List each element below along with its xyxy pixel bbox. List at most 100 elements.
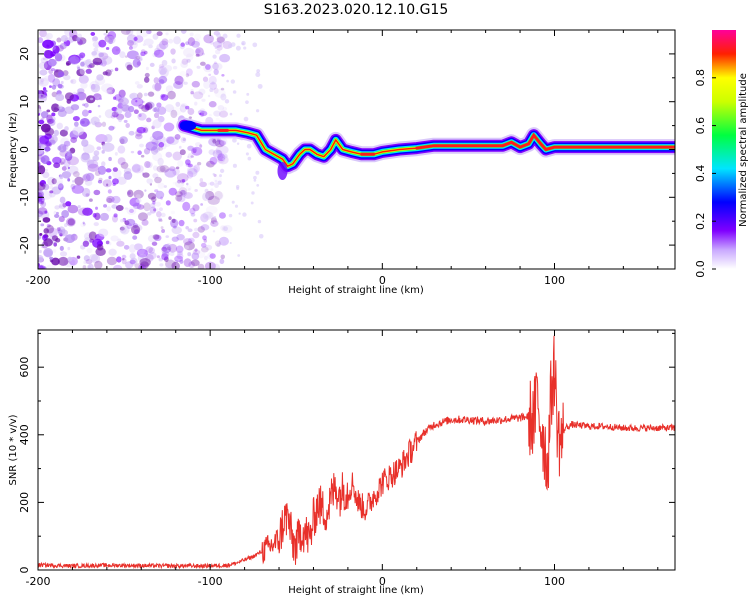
noise-speckle: [213, 216, 217, 219]
noise-speckle: [202, 192, 210, 202]
noise-speckle: [155, 201, 161, 207]
noise-speckle: [177, 250, 184, 256]
noise-speckle: [158, 142, 165, 148]
noise-speckle: [68, 54, 81, 65]
noise-speckle: [137, 112, 147, 121]
noise-speckle: [141, 219, 149, 226]
noise-speckle: [169, 251, 175, 256]
noise-speckle: [57, 109, 67, 117]
noise-speckle: [197, 109, 205, 115]
noise-speckle: [123, 171, 133, 180]
noise-speckle: [115, 48, 119, 52]
noise-speckle: [125, 122, 130, 128]
noise-speckle: [57, 83, 63, 89]
noise-speckle: [173, 36, 181, 45]
noise-speckle: [186, 59, 191, 63]
noise-speckle: [83, 260, 88, 265]
noise-speckle: [216, 44, 223, 51]
noise-speckle: [237, 254, 241, 257]
noise-speckle: [216, 191, 224, 199]
noise-speckle: [38, 77, 49, 87]
ridge-peak-segment: [415, 132, 675, 152]
noise-speckle: [187, 252, 192, 257]
spectrogram-noise: [38, 30, 264, 269]
noise-speckle: [191, 80, 200, 88]
noise-speckle: [59, 43, 67, 50]
noise-speckle: [232, 90, 237, 94]
noise-speckle: [156, 43, 166, 52]
noise-speckle: [186, 182, 189, 186]
noise-speckle: [213, 110, 221, 117]
noise-speckle: [49, 85, 52, 88]
noise-speckle: [50, 68, 55, 71]
noise-speckle: [163, 185, 167, 188]
noise-speckle: [195, 53, 200, 57]
noise-speckle: [98, 115, 102, 118]
noise-speckle: [86, 247, 93, 254]
noise-speckle: [70, 137, 78, 144]
noise-speckle: [160, 94, 169, 101]
noise-speckle: [104, 133, 113, 143]
noise-speckle: [57, 256, 69, 266]
noise-speckle: [86, 265, 92, 269]
noise-speckle: [246, 92, 250, 96]
noise-speckle: [53, 129, 59, 137]
noise-speckle: [165, 259, 176, 269]
noise-speckle: [152, 234, 160, 240]
noise-speckle: [88, 110, 92, 114]
noise-speckle: [130, 97, 144, 107]
noise-speckle: [153, 106, 160, 113]
noise-speckle: [158, 219, 163, 222]
noise-speckle: [246, 143, 252, 149]
noise-speckle: [39, 69, 48, 76]
noise-speckle: [113, 213, 118, 218]
noise-speckle: [229, 242, 232, 245]
noise-speckle: [134, 133, 143, 140]
noise-speckle: [217, 36, 226, 45]
noise-speckle: [40, 201, 47, 208]
noise-speckle: [179, 42, 186, 50]
noise-speckle: [241, 40, 246, 46]
noise-speckle: [52, 249, 57, 253]
noise-speckle: [165, 264, 173, 269]
noise-speckle: [188, 187, 191, 191]
spectrogram-y-tick-label: 10: [18, 95, 31, 109]
spectrogram-x-tick-label: -200: [26, 274, 51, 287]
noise-speckle: [128, 244, 136, 253]
noise-speckle: [92, 213, 97, 218]
noise-speckle: [133, 243, 143, 251]
noise-speckle: [54, 205, 60, 210]
noise-speckle: [103, 204, 108, 208]
noise-speckle: [144, 161, 151, 169]
noise-speckle: [92, 36, 99, 42]
noise-speckle: [84, 179, 93, 186]
noise-speckle: [187, 155, 190, 159]
noise-speckle: [93, 93, 102, 101]
noise-speckle: [207, 182, 211, 186]
noise-speckle: [52, 116, 56, 122]
noise-speckle: [195, 47, 204, 57]
noise-speckle: [212, 62, 219, 70]
noise-speckle: [153, 77, 160, 84]
noise-speckle: [199, 144, 203, 148]
noise-speckle: [163, 139, 171, 148]
noise-speckle: [46, 114, 53, 123]
noise-speckle: [53, 242, 58, 247]
noise-speckle: [77, 207, 90, 216]
noise-speckle: [144, 72, 150, 78]
noise-speckle: [134, 81, 140, 85]
noise-speckle: [223, 154, 228, 159]
noise-speckle: [101, 149, 105, 154]
noise-speckle: [119, 218, 125, 223]
noise-speckle: [212, 54, 217, 59]
noise-speckle: [112, 96, 117, 100]
noise-speckle: [203, 80, 211, 89]
noise-speckle: [106, 89, 113, 95]
noise-speckle: [130, 150, 135, 154]
noise-speckle: [238, 212, 241, 215]
noise-speckle: [38, 207, 48, 215]
noise-speckle: [185, 73, 189, 78]
noise-speckle: [180, 61, 189, 68]
noise-speckle: [143, 76, 150, 83]
noise-speckle: [200, 242, 207, 248]
